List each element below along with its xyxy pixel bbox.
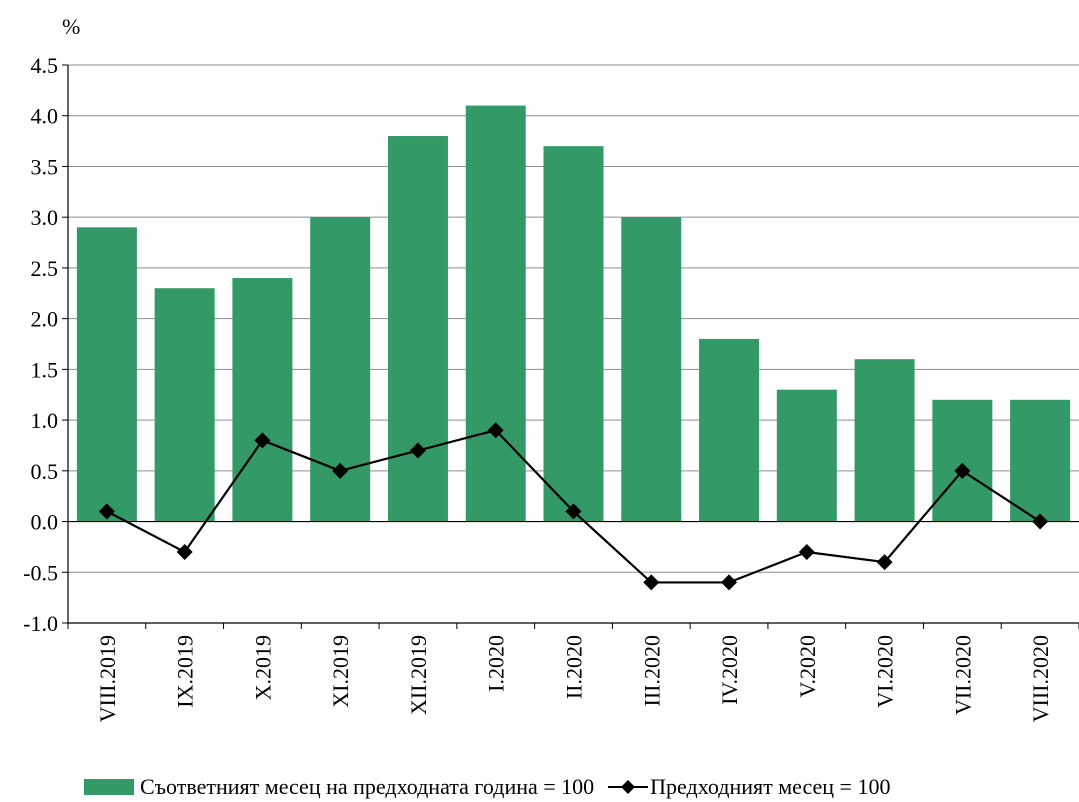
line-point xyxy=(98,503,115,520)
line-point xyxy=(954,462,971,479)
bar xyxy=(465,105,526,522)
x-tick-label: II.2020 xyxy=(562,635,587,699)
x-tick-label: VIII.2019 xyxy=(95,635,120,722)
bar xyxy=(154,288,215,522)
x-tick-label: VII.2020 xyxy=(950,635,975,715)
y-tick-label: 0.5 xyxy=(31,459,59,484)
line-point xyxy=(332,462,349,479)
line-point xyxy=(409,442,426,459)
x-tick-label: IX.2019 xyxy=(173,635,198,708)
bar xyxy=(1010,399,1071,522)
y-tick-label: 3.0 xyxy=(31,205,59,230)
y-tick-label: 1.5 xyxy=(31,357,59,382)
y-tick-label: -0.5 xyxy=(23,560,58,585)
x-tick-label: V.2020 xyxy=(795,635,820,698)
line-series xyxy=(98,422,1049,591)
legend-label-line: Предходният месец = 100 xyxy=(650,774,891,799)
y-tick-label: 4.0 xyxy=(31,104,59,129)
y-tick-label: 1.0 xyxy=(31,408,59,433)
bar xyxy=(232,278,293,522)
legend-line-swatch xyxy=(608,780,649,794)
line-point xyxy=(254,432,271,449)
x-tick-label: IV.2020 xyxy=(717,635,742,705)
bar xyxy=(776,389,837,522)
line-point xyxy=(1032,513,1049,530)
line-point xyxy=(565,503,582,520)
line-point xyxy=(487,422,504,439)
y-tick-label: 4.5 xyxy=(31,53,59,78)
line-point xyxy=(876,554,893,571)
x-tick-label: XI.2019 xyxy=(328,635,353,708)
x-tick-label: I.2020 xyxy=(484,635,509,692)
legend-item-bars: Съответният месец на предходната година … xyxy=(84,774,594,800)
legend: Съответният месец на предходната година … xyxy=(84,772,890,802)
line-point xyxy=(176,543,193,560)
bar xyxy=(76,227,137,522)
y-tick-label: 0.0 xyxy=(31,510,59,535)
y-tick-labels: 4.5 4.0 3.5 3.0 2.5 2.0 1.5 1.0 0.5 0.0 -0.5 -1.0 xyxy=(23,53,58,636)
bar xyxy=(699,338,760,522)
x-tick-label: X.2019 xyxy=(250,635,275,700)
y-tick-label: 3.5 xyxy=(31,154,59,179)
line-point xyxy=(798,543,815,560)
bar xyxy=(854,359,915,522)
bar xyxy=(932,399,993,522)
x-tick-label: VIII.2020 xyxy=(1028,635,1053,722)
y-tick-label: -1.0 xyxy=(23,611,58,636)
x-tick-label: III.2020 xyxy=(639,635,664,706)
legend-bar-swatch xyxy=(84,779,134,795)
x-tick-label: XII.2019 xyxy=(406,635,431,715)
bar-series xyxy=(76,105,1071,522)
legend-item-line: Предходният месец = 100 xyxy=(608,774,890,800)
line-point xyxy=(721,574,738,591)
axes xyxy=(67,65,1079,629)
bar xyxy=(621,217,682,522)
bar xyxy=(543,146,604,522)
legend-label-bars: Съответният месец на предходната година … xyxy=(140,774,595,799)
y-tick-label: 2.0 xyxy=(31,307,59,332)
line-point xyxy=(643,574,660,591)
bar xyxy=(387,136,448,522)
x-tick-labels: VIII.2019 IX.2019 X.2019 XI.2019 XII.2019 I.2… xyxy=(95,635,1053,722)
x-tick-label: VI.2020 xyxy=(873,635,898,708)
y-tick-label: 2.5 xyxy=(31,256,59,281)
y-unit-label: % xyxy=(62,14,80,39)
